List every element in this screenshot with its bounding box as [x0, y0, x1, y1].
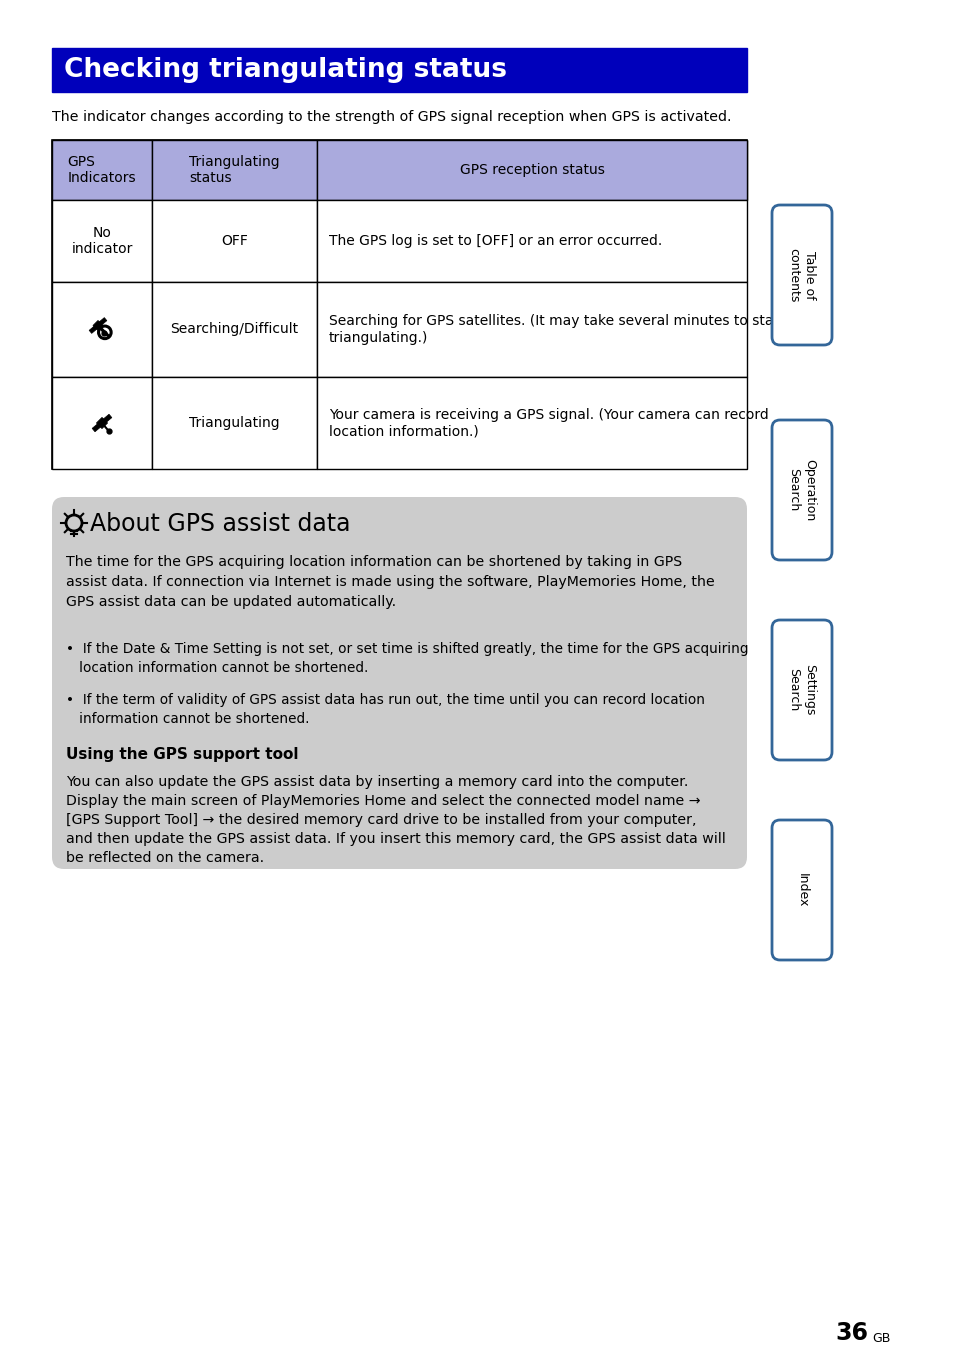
- Text: 36: 36: [834, 1321, 867, 1344]
- Text: Triangulating
status: Triangulating status: [189, 155, 279, 185]
- Polygon shape: [101, 415, 112, 424]
- Text: OFF: OFF: [221, 234, 248, 248]
- Text: Table of
contents: Table of contents: [786, 248, 816, 303]
- Text: The GPS log is set to [OFF] or an error occurred.: The GPS log is set to [OFF] or an error …: [329, 234, 661, 248]
- Text: Index: Index: [795, 873, 807, 908]
- Polygon shape: [89, 324, 98, 334]
- Bar: [52, 48, 746, 92]
- Text: Searching/Difficult: Searching/Difficult: [171, 323, 298, 337]
- Bar: [152, 282, 316, 376]
- Text: GPS
Indicators: GPS Indicators: [68, 155, 136, 185]
- Polygon shape: [92, 320, 103, 330]
- Bar: [52, 140, 746, 470]
- Bar: [316, 140, 746, 200]
- Text: Operation
Search: Operation Search: [786, 459, 816, 522]
- Text: Triangulating: Triangulating: [189, 416, 279, 430]
- FancyBboxPatch shape: [52, 497, 746, 869]
- Text: No
indicator: No indicator: [71, 226, 132, 256]
- Text: Settings
Search: Settings Search: [786, 664, 816, 716]
- FancyBboxPatch shape: [771, 420, 831, 560]
- Text: You can also update the GPS assist data by inserting a memory card into the comp: You can also update the GPS assist data …: [66, 775, 725, 865]
- Bar: [52, 376, 152, 470]
- FancyBboxPatch shape: [771, 205, 831, 345]
- Text: GPS reception status: GPS reception status: [459, 163, 604, 177]
- Bar: [152, 200, 316, 282]
- Bar: [152, 376, 316, 470]
- Bar: [316, 376, 746, 470]
- Bar: [52, 140, 746, 200]
- Polygon shape: [97, 318, 107, 326]
- FancyBboxPatch shape: [771, 620, 831, 760]
- Bar: [316, 282, 746, 376]
- Text: •  If the Date & Time Setting is not set, or set time is shifted greatly, the ti: • If the Date & Time Setting is not set,…: [66, 642, 748, 675]
- Polygon shape: [92, 422, 103, 431]
- Text: GB: GB: [871, 1332, 889, 1344]
- Bar: [52, 200, 152, 282]
- Text: The indicator changes according to the strength of GPS signal reception when GPS: The indicator changes according to the s…: [52, 110, 731, 125]
- Text: Checking triangulating status: Checking triangulating status: [64, 57, 506, 84]
- Polygon shape: [96, 418, 108, 428]
- Text: Your camera is receiving a GPS signal. (Your camera can record
location informat: Your camera is receiving a GPS signal. (…: [329, 408, 768, 438]
- Bar: [52, 282, 152, 376]
- FancyBboxPatch shape: [771, 820, 831, 960]
- Text: •  If the term of validity of GPS assist data has run out, the time until you ca: • If the term of validity of GPS assist …: [66, 693, 704, 726]
- Bar: [152, 140, 316, 200]
- Text: Searching for GPS satellites. (It may take several minutes to start
triangulatin: Searching for GPS satellites. (It may ta…: [329, 315, 784, 345]
- Bar: [52, 140, 152, 200]
- Text: About GPS assist data: About GPS assist data: [90, 512, 350, 537]
- Text: The time for the GPS acquiring location information can be shortened by taking i: The time for the GPS acquiring location …: [66, 554, 714, 609]
- Bar: [316, 200, 746, 282]
- Text: Using the GPS support tool: Using the GPS support tool: [66, 747, 298, 763]
